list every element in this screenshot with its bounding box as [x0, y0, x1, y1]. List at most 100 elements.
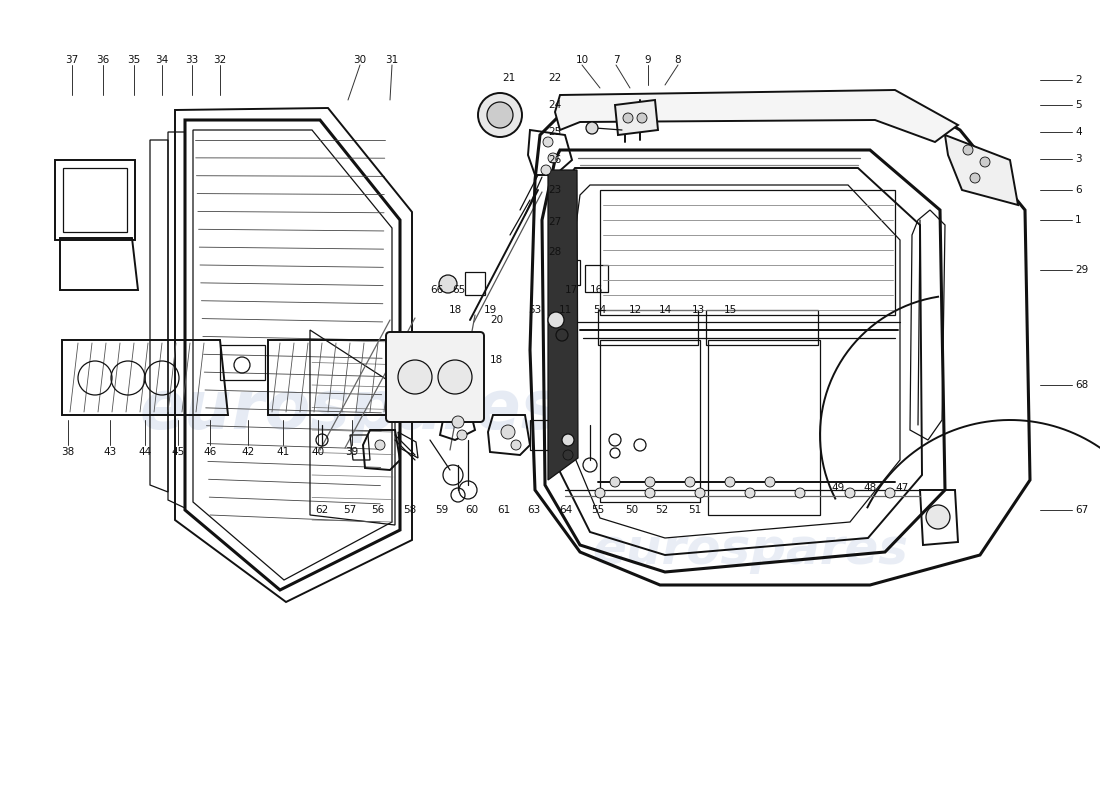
Circle shape [637, 113, 647, 123]
Circle shape [764, 477, 776, 487]
Circle shape [562, 434, 574, 446]
Text: 5: 5 [1075, 100, 1081, 110]
Text: 21: 21 [502, 73, 515, 83]
Text: 44: 44 [139, 447, 152, 457]
Text: 64: 64 [560, 505, 573, 515]
Polygon shape [945, 135, 1018, 205]
Text: 54: 54 [593, 305, 606, 315]
Circle shape [375, 440, 385, 450]
Text: 61: 61 [497, 505, 510, 515]
Circle shape [610, 477, 620, 487]
Text: 55: 55 [592, 505, 605, 515]
Text: eurospares: eurospares [592, 526, 908, 574]
Text: 18: 18 [490, 355, 504, 365]
Text: 10: 10 [575, 55, 589, 65]
Text: 17: 17 [565, 285, 579, 295]
Circle shape [795, 488, 805, 498]
Text: 40: 40 [311, 447, 324, 457]
Polygon shape [556, 90, 958, 142]
Text: 31: 31 [385, 55, 398, 65]
Text: 22: 22 [548, 73, 561, 83]
Text: 35: 35 [128, 55, 141, 65]
Text: 63: 63 [527, 505, 540, 515]
Text: 30: 30 [353, 55, 366, 65]
Text: 57: 57 [343, 505, 356, 515]
Text: 4: 4 [1075, 127, 1081, 137]
Text: 3: 3 [1075, 154, 1081, 164]
Text: 67: 67 [1075, 505, 1088, 515]
Text: 25: 25 [548, 127, 561, 137]
Circle shape [398, 360, 432, 394]
Text: 33: 33 [186, 55, 199, 65]
Polygon shape [548, 170, 578, 480]
Circle shape [438, 360, 472, 394]
Text: 13: 13 [692, 305, 705, 315]
Text: 23: 23 [548, 185, 561, 195]
Text: 11: 11 [559, 305, 572, 315]
Text: 20: 20 [490, 315, 503, 325]
Text: 52: 52 [656, 505, 669, 515]
Text: 16: 16 [590, 285, 603, 295]
Text: 46: 46 [204, 447, 217, 457]
Circle shape [500, 425, 515, 439]
Text: 65: 65 [452, 285, 465, 295]
Text: 62: 62 [316, 505, 329, 515]
Circle shape [645, 477, 654, 487]
Circle shape [452, 416, 464, 428]
Text: 42: 42 [241, 447, 254, 457]
Circle shape [541, 165, 551, 175]
Circle shape [645, 488, 654, 498]
Circle shape [845, 488, 855, 498]
Text: 41: 41 [276, 447, 289, 457]
Circle shape [695, 488, 705, 498]
Circle shape [886, 488, 895, 498]
Text: 29: 29 [1075, 265, 1088, 275]
Text: 66: 66 [430, 285, 443, 295]
Text: 32: 32 [213, 55, 227, 65]
Circle shape [548, 312, 564, 328]
Text: 37: 37 [65, 55, 78, 65]
Text: 58: 58 [404, 505, 417, 515]
Circle shape [439, 275, 456, 293]
Text: 50: 50 [626, 505, 639, 515]
Text: 53: 53 [528, 305, 541, 315]
Text: 14: 14 [659, 305, 672, 315]
Circle shape [595, 488, 605, 498]
Text: 56: 56 [372, 505, 385, 515]
Text: 7: 7 [613, 55, 619, 65]
Circle shape [487, 102, 513, 128]
Text: 49: 49 [832, 483, 845, 493]
Text: 9: 9 [645, 55, 651, 65]
Text: 59: 59 [436, 505, 449, 515]
Circle shape [745, 488, 755, 498]
Circle shape [586, 122, 598, 134]
Polygon shape [615, 100, 658, 135]
Circle shape [980, 157, 990, 167]
Circle shape [926, 505, 950, 529]
Text: 43: 43 [103, 447, 117, 457]
Text: 60: 60 [465, 505, 478, 515]
Text: 6: 6 [1075, 185, 1081, 195]
Text: 51: 51 [689, 505, 702, 515]
Text: 28: 28 [548, 247, 561, 257]
Text: 48: 48 [864, 483, 877, 493]
Text: 38: 38 [62, 447, 75, 457]
Circle shape [543, 137, 553, 147]
Text: 8: 8 [674, 55, 681, 65]
Circle shape [478, 93, 522, 137]
Text: 19: 19 [483, 305, 496, 315]
Text: 36: 36 [97, 55, 110, 65]
Text: 18: 18 [449, 305, 462, 315]
Text: 1: 1 [1075, 215, 1081, 225]
Text: 39: 39 [345, 447, 359, 457]
Text: 34: 34 [155, 55, 168, 65]
Text: 12: 12 [628, 305, 641, 315]
Text: 24: 24 [548, 100, 561, 110]
FancyBboxPatch shape [386, 332, 484, 422]
Text: 27: 27 [548, 217, 561, 227]
Text: 45: 45 [172, 447, 185, 457]
Circle shape [970, 173, 980, 183]
Circle shape [548, 153, 558, 163]
Circle shape [725, 477, 735, 487]
Circle shape [512, 440, 521, 450]
